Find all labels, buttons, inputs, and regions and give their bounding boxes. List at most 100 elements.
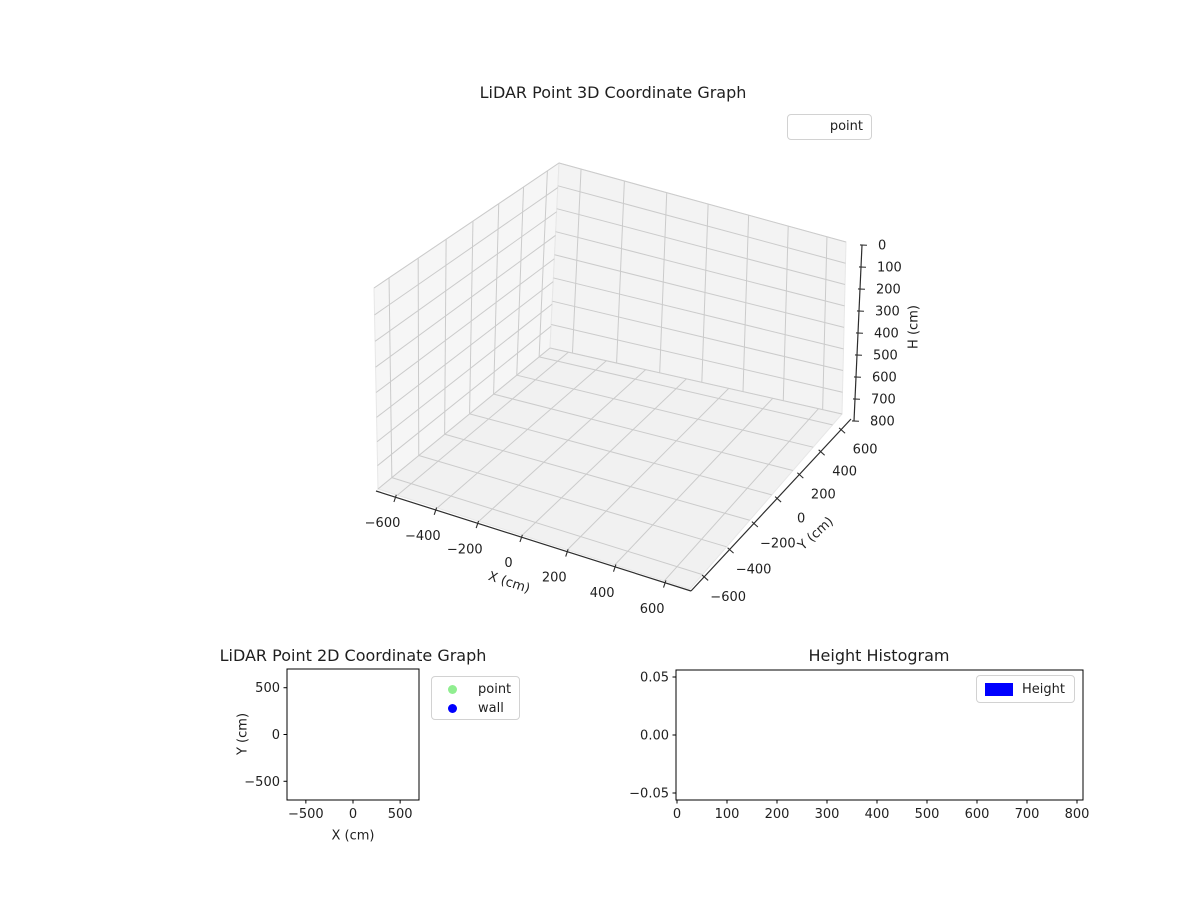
plot2d-spines [286,668,420,801]
x-tick [519,534,523,543]
grid-line-x [478,369,646,522]
hist-y-tick-label: 0.00 [640,729,669,744]
x-tick [662,580,667,588]
x-tick-label: 400 [590,586,615,601]
y-tick-label: 400 [832,465,857,480]
z-tick-label: 500 [873,349,898,364]
grid-line-x [436,360,607,509]
grid-line-z [554,254,845,328]
z-tick-label: 300 [875,305,900,320]
x-tick-label: −600 [365,516,401,531]
y-axis-line [690,418,852,592]
grid-line-y [493,203,500,395]
hist-x-tick-label: 0 [673,807,681,822]
y-tick-label: 0 [797,511,805,526]
z-tick-label: 100 [877,261,902,276]
x-tick [612,564,617,572]
grid-line-y [538,170,548,357]
z-tick-label: 600 [872,371,897,386]
hist-x-tick-label: 700 [1015,807,1040,822]
plot3d-legend: point [787,114,872,140]
grid-line-z [373,162,560,289]
hist-x-tick-label: 100 [715,807,740,822]
grid-line-z [556,208,846,286]
y-tick [727,547,734,554]
y-tick-label: 200 [811,488,836,503]
x-tick-label: −200 [447,542,483,557]
grid-line-x [571,169,582,354]
grid-line-y [516,186,525,376]
plot2d-x-tick-label: 0 [349,807,357,822]
grid-line-x [742,215,750,392]
point-marker-icon [448,685,457,694]
x-tick [565,549,569,557]
z-tick-label: 700 [871,393,896,408]
height-bar-swatch-icon [985,682,1013,696]
plot3d-legend-item-point: point [829,119,863,134]
hist-title: Height Histogram [808,646,950,665]
plot2d-x-tick-label: 500 [388,807,413,822]
y-tick [701,574,709,581]
grid-line-z [551,324,843,393]
plot2d-legend-row-point: point [432,680,519,699]
grid-line-z [376,281,554,418]
z-tick-label: 0 [878,239,886,254]
grid-line-z [375,235,556,368]
x-tick-label: 0 [504,556,512,571]
grid-line-y [469,221,474,414]
plot2d-legend: point wall [431,676,520,720]
grid-line-z [557,185,846,264]
grid-line-y [418,455,727,548]
grid-line-z [549,347,843,415]
plot3d-title: LiDAR Point 3D Coordinate Graph [479,83,747,102]
y-tick [796,472,804,479]
grid-line-y [417,258,420,456]
z-tick-label: 200 [876,283,901,298]
grid-line-x [397,351,569,496]
grid-line-z [552,300,844,372]
grid-line-y [493,393,794,471]
grid-line-y [539,356,833,426]
grid-line-x [659,192,668,373]
hist-x-tick-label: 500 [915,807,940,822]
hist-legend-item-height: Height [1022,681,1065,697]
wall-marker-icon [448,704,457,713]
grid-line-x [782,226,789,401]
hist-y-tick-label: −0.05 [629,787,669,802]
grid-line-x [663,408,819,582]
grid-line-y [391,477,703,576]
y-tick-label: −400 [736,563,772,578]
plot2d-y-tick-label: 0 [272,728,280,743]
grid-line-y [444,239,447,435]
grid-line-y [516,374,814,448]
plot2d-y-tick-label: 500 [255,681,280,696]
grid-line-z [377,325,552,466]
x-tick [475,520,480,529]
hist-x-tick-label: 600 [965,807,990,822]
grid-line-z [377,347,551,490]
grid-line-y [388,277,393,478]
y-tick [838,427,846,434]
grid-line-z [558,162,847,243]
grid-line-y [469,413,772,496]
plot2d-x-tick-label: −500 [288,807,324,822]
grid-line-z [374,211,557,342]
grid-line-x [521,378,687,536]
hist-y-tick-label: 0.05 [640,671,669,686]
y-tick-label: −200 [760,536,796,551]
y-tick-label: 600 [853,443,878,458]
grid-line-z [376,303,553,443]
plot3d-zaxis-label: H (cm) [906,305,922,349]
grid-line-z [375,258,555,393]
y-tick [818,449,826,456]
x-tick-label: 600 [640,602,665,617]
hist-x-tick-label: 800 [1065,807,1090,822]
plot2d-y-tick-label: −500 [244,775,280,790]
plot2d-title: LiDAR Point 2D Coordinate Graph [219,646,487,665]
hist-x-tick-label: 300 [815,807,840,822]
y-tick-label: −600 [710,590,746,605]
plot2d-xaxis-label: X (cm) [331,828,375,844]
x-tick [393,494,397,503]
plot2d-legend-item-point: point [478,682,512,697]
